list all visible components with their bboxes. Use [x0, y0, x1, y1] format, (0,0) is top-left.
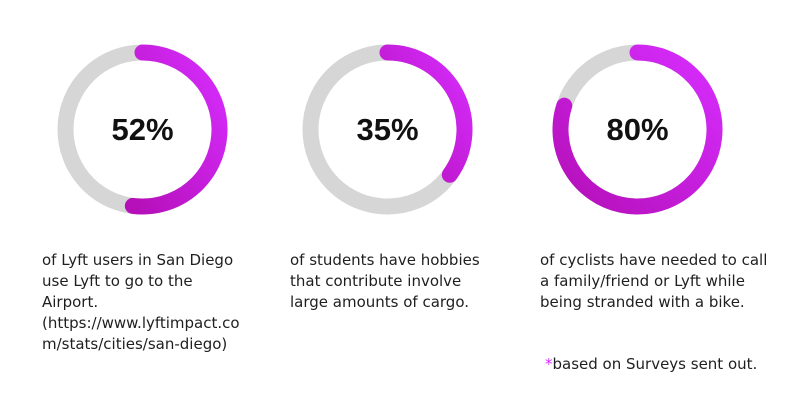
- donut-1-value-arc: [124, 44, 228, 215]
- donut-2-percent: 35%: [356, 111, 419, 147]
- donut-chart-2: 35%: [300, 42, 475, 217]
- donut-3-value-arc: [552, 44, 723, 215]
- donut-1-percent: 52%: [111, 111, 174, 147]
- footnote-text: based on Surveys sent out.: [552, 355, 758, 373]
- footnote: *based on Surveys sent out.: [545, 355, 757, 373]
- donut-chart-1: 52%: [55, 42, 230, 217]
- donut-1-caption: of Lyft users in San Diego use Lyft to g…: [42, 251, 240, 353]
- donut-chart-3: 80%: [550, 42, 725, 217]
- donut-2-value-arc: [379, 44, 473, 183]
- footnote-asterisk: *: [545, 355, 553, 373]
- donut-1-svg: [57, 44, 228, 215]
- donut-2-svg: [302, 44, 473, 215]
- donut-3-svg: [552, 44, 723, 215]
- donut-3-caption: of cyclists have needed to call a family…: [540, 251, 768, 311]
- donut-2-caption: of students have hobbies that contribute…: [290, 251, 480, 311]
- donut-3-percent: 80%: [606, 111, 669, 147]
